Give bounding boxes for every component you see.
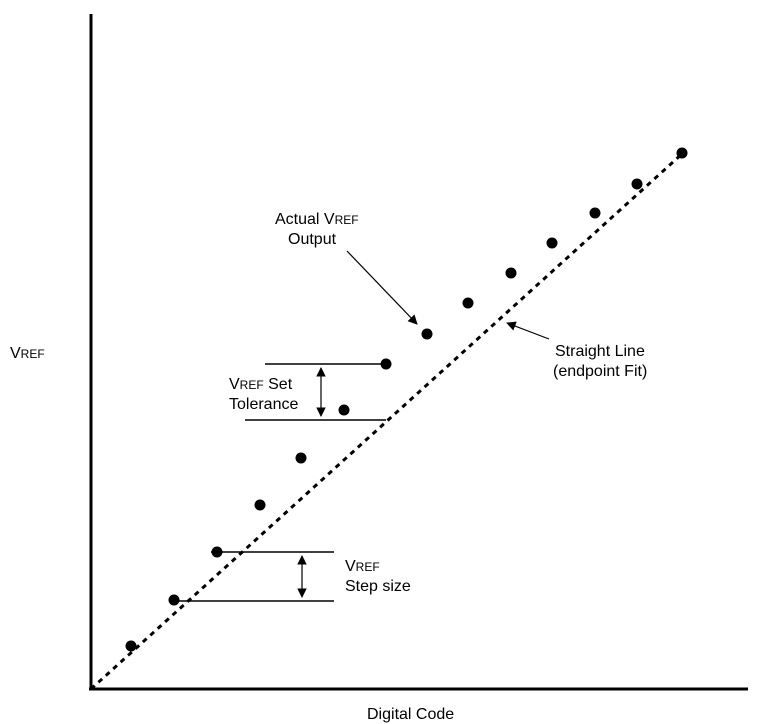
output-point: [546, 237, 558, 249]
x-axis-label: Digital Code: [367, 706, 455, 723]
output-point: [254, 499, 266, 511]
y-axis-label: VREF: [10, 345, 45, 362]
output-point: [338, 404, 350, 416]
output-point: [589, 207, 601, 219]
output-point: [125, 640, 137, 652]
straight-line-label-line2: (endpoint Fit): [553, 363, 648, 380]
actual-output-callout-arrow: [346, 250, 418, 325]
straight-line-label: Straight Line: [555, 343, 645, 360]
output-point: [421, 328, 433, 340]
actual-output-points: [125, 147, 688, 652]
set-tolerance-label-line2: Tolerance: [229, 396, 299, 413]
output-point: [168, 594, 180, 606]
set-tolerance-label: VREF Set: [229, 376, 293, 393]
actual-output-label-line2: Output: [288, 231, 337, 248]
output-point: [631, 178, 643, 190]
actual-output-label: Actual VREF: [275, 211, 359, 228]
output-point: [505, 267, 517, 279]
straight-line-callout-arrow: [506, 321, 550, 340]
step-size-label-line2: Step size: [345, 578, 411, 595]
step-size-label: VREF: [345, 558, 380, 575]
output-point: [676, 147, 688, 159]
output-point: [295, 452, 307, 464]
output-point: [462, 297, 474, 309]
endpoint-fit-line: [89, 151, 685, 691]
